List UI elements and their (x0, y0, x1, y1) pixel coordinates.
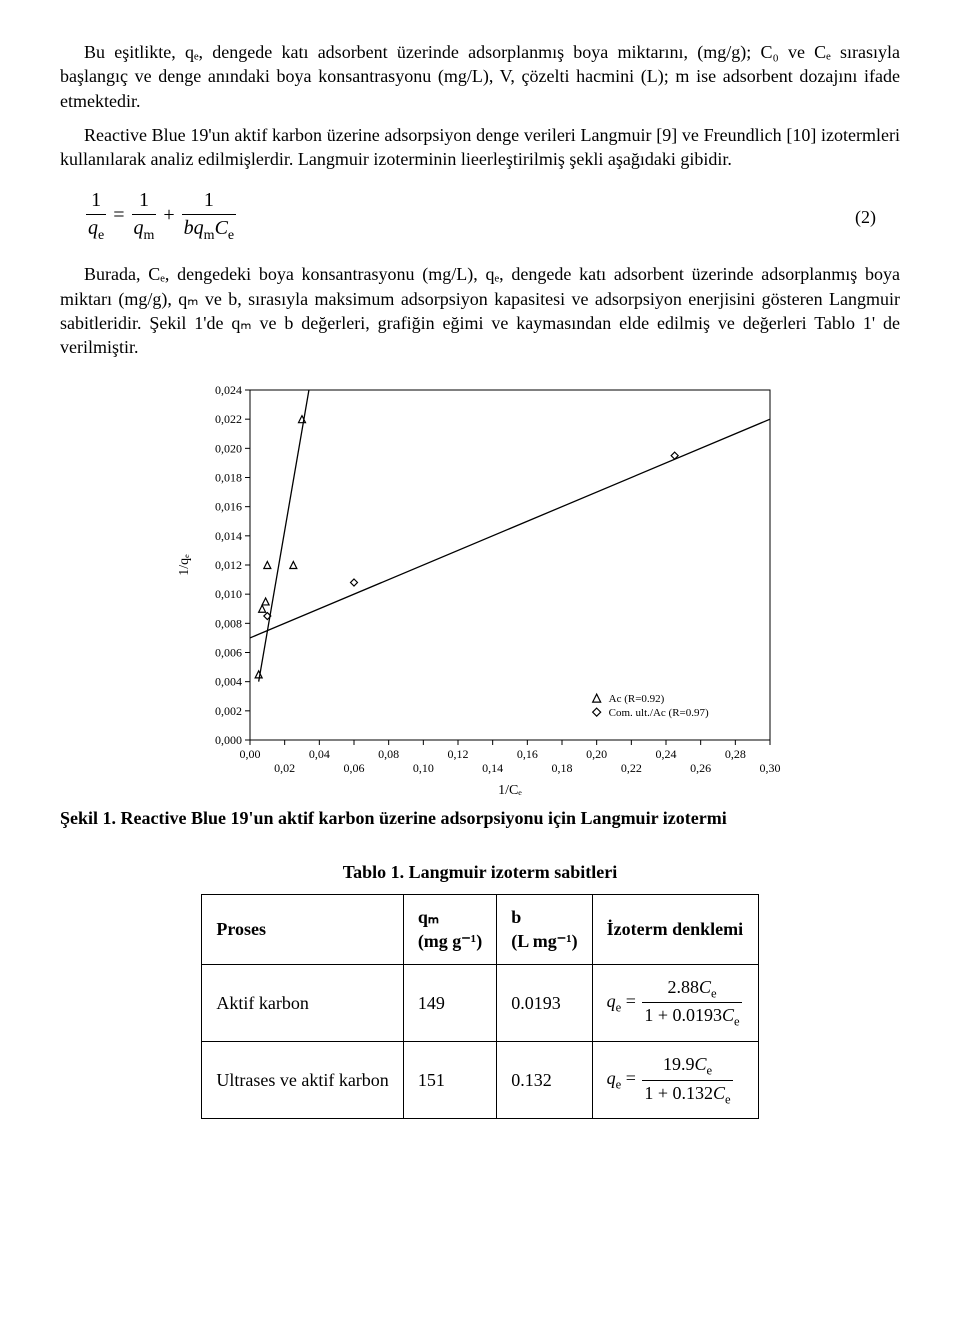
paragraph-1: Bu eşitlikte, qₑ, dengede katı adsorbent… (60, 40, 900, 113)
svg-text:0,002: 0,002 (215, 703, 242, 717)
table-1-title: Tablo 1. Langmuir izoterm sabitleri (60, 860, 900, 884)
table-cell: qe = 2.88Ce1 + 0.0193Ce (592, 964, 758, 1041)
svg-text:0,30: 0,30 (760, 761, 781, 775)
svg-text:0,012: 0,012 (215, 558, 242, 572)
svg-text:0,022: 0,022 (215, 412, 242, 426)
equation-number-2: (2) (855, 205, 900, 229)
svg-text:0,24: 0,24 (656, 747, 677, 761)
svg-text:0,008: 0,008 (215, 616, 242, 630)
svg-text:0,004: 0,004 (215, 674, 242, 688)
table-header: Proses (202, 895, 403, 965)
svg-text:Ac (R=0.92): Ac (R=0.92) (609, 693, 665, 705)
table-row: Aktif karbon1490.0193qe = 2.88Ce1 + 0.01… (202, 964, 758, 1041)
table-header: İzoterm denklemi (592, 895, 758, 965)
table-cell: Ultrases ve aktif karbon (202, 1041, 403, 1118)
svg-text:0,26: 0,26 (690, 761, 711, 775)
table-1: Prosesqₘ(mg g⁻¹)b(L mg⁻¹)İzoterm denklem… (201, 894, 758, 1119)
paragraph-2: Reactive Blue 19'un aktif karbon üzerine… (60, 123, 900, 172)
table-row: Ultrases ve aktif karbon1510.132qe = 19.… (202, 1041, 758, 1118)
svg-text:Com. ult./Ac (R=0.97): Com. ult./Ac (R=0.97) (609, 707, 709, 719)
svg-text:0,016: 0,016 (215, 499, 242, 513)
figure-1-caption: Şekil 1. Reactive Blue 19'un aktif karbo… (60, 806, 900, 830)
svg-text:0,00: 0,00 (240, 747, 261, 761)
svg-text:0,10: 0,10 (413, 761, 434, 775)
svg-text:0,010: 0,010 (215, 587, 242, 601)
table-cell: Aktif karbon (202, 964, 403, 1041)
table-cell: 149 (403, 964, 496, 1041)
svg-text:1/qₑ: 1/qₑ (177, 553, 192, 575)
svg-text:0,08: 0,08 (378, 747, 399, 761)
svg-text:0,018: 0,018 (215, 470, 242, 484)
equation-2: 1qe = 1qm + 1bqmCe (2) (84, 187, 900, 246)
svg-text:1/Cₑ: 1/Cₑ (498, 783, 522, 798)
svg-text:0,06: 0,06 (344, 761, 365, 775)
figure-1: 0,000 0,002 0,004 0,006 0,008 0,010 0,012 0,014… (60, 380, 900, 830)
svg-text:0,18: 0,18 (552, 761, 573, 775)
table-header: qₘ(mg g⁻¹) (403, 895, 496, 965)
svg-text:0,14: 0,14 (482, 761, 503, 775)
svg-text:0,16: 0,16 (517, 747, 538, 761)
table-header: b(L mg⁻¹) (497, 895, 592, 965)
table-cell: 151 (403, 1041, 496, 1118)
svg-text:0,04: 0,04 (309, 747, 330, 761)
svg-text:0,006: 0,006 (215, 645, 242, 659)
svg-text:0,02: 0,02 (274, 761, 295, 775)
paragraph-3: Burada, Cₑ, dengedeki boya konsantrasyon… (60, 262, 900, 359)
svg-text:0,22: 0,22 (621, 761, 642, 775)
svg-text:0,28: 0,28 (725, 747, 746, 761)
svg-text:0,20: 0,20 (586, 747, 607, 761)
svg-text:0,000: 0,000 (215, 733, 242, 747)
table-cell: qe = 19.9Ce1 + 0.132Ce (592, 1041, 758, 1118)
svg-text:0,12: 0,12 (448, 747, 469, 761)
table-cell: 0.132 (497, 1041, 592, 1118)
langmuir-chart: 0,000 0,002 0,004 0,006 0,008 0,010 0,012 0,014… (170, 380, 790, 800)
svg-text:0,020: 0,020 (215, 441, 242, 455)
table-cell: 0.0193 (497, 964, 592, 1041)
svg-text:0,024: 0,024 (215, 383, 242, 397)
svg-text:0,014: 0,014 (215, 528, 242, 542)
